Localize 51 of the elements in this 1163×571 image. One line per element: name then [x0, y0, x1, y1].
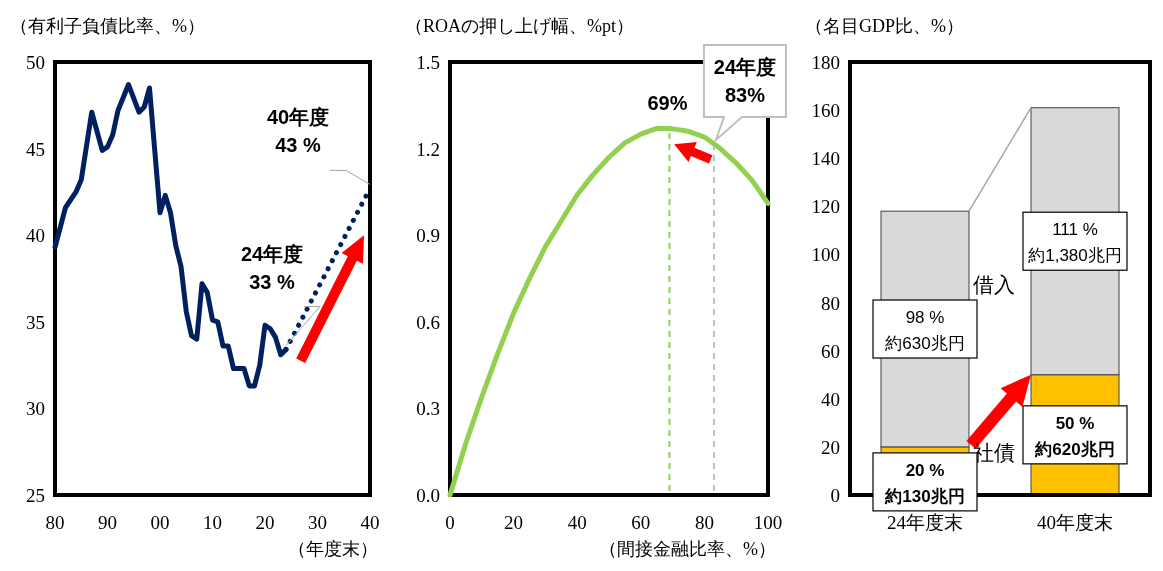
y-tick-label: 0	[830, 485, 840, 506]
y-tick-label: 30	[26, 398, 45, 420]
y-tick-label: 40	[821, 388, 840, 410]
y-tick-label: 25	[26, 485, 45, 506]
x-axis-title: （間接金融比率、%）	[599, 539, 776, 559]
data-label: 98 % 約630兆円	[885, 308, 965, 354]
y-tick-label: 60	[821, 340, 840, 362]
x-tick-label: 60	[631, 512, 651, 533]
y-tick-label: 40	[26, 225, 45, 247]
ref-line-label: 24年度 83%	[713, 56, 777, 106]
y-tick-label: 180	[811, 52, 840, 73]
data-label: 50 % 約620兆円	[1034, 413, 1115, 459]
data-label: 20 % 約130兆円	[884, 460, 965, 506]
x-tick-label: 20	[255, 512, 275, 533]
y-axis-title: （名目GDP比、%）	[805, 16, 965, 36]
y-tick-label: 120	[811, 196, 840, 218]
x-tick-label: 80	[45, 512, 65, 533]
x-tick-label: 20	[504, 512, 524, 533]
y-tick-label: 140	[811, 148, 840, 170]
x-tick-label: 80	[694, 512, 714, 533]
y-tick-label: 0.9	[416, 225, 440, 247]
x-tick-label: 40年度末	[1037, 512, 1113, 533]
y-axis-title: （有利子負債比率、%）	[10, 16, 205, 36]
y-tick-label: 35	[26, 311, 45, 333]
y-axis-title: （ROAの押し上げ幅、%pt）	[405, 16, 634, 36]
x-tick-label: 40	[567, 512, 587, 533]
x-tick-label: 40	[360, 512, 380, 533]
y-tick-label: 80	[821, 292, 840, 314]
x-tick-label: 0	[445, 512, 455, 533]
x-tick-label: 90	[98, 512, 117, 533]
x-tick-label: 00	[150, 512, 170, 533]
annotation: 40年度 43 %	[266, 106, 330, 157]
y-tick-label: 50	[26, 52, 45, 73]
x-tick-label: 10	[203, 512, 222, 533]
annotation: 24年度 33 %	[240, 242, 304, 293]
y-tick-label: 1.2	[416, 138, 440, 160]
y-tick-label: 20	[821, 436, 840, 458]
y-tick-label: 0.0	[416, 485, 440, 506]
y-tick-label: 1.5	[416, 52, 440, 73]
series-label: 借入	[973, 273, 1015, 298]
x-tick-label: 30	[308, 512, 327, 533]
y-tick-label: 45	[26, 138, 45, 160]
ref-line-label: 69%	[647, 92, 688, 115]
y-tick-label: 160	[811, 100, 840, 122]
x-tick-label: 24年度末	[887, 512, 963, 533]
y-tick-label: 100	[811, 244, 840, 266]
x-axis-title: （年度末）	[288, 539, 378, 559]
x-tick-label: 100	[753, 512, 783, 533]
y-tick-label: 0.6	[416, 311, 440, 333]
y-tick-label: 0.3	[416, 398, 440, 420]
data-label: 111 % 約1,380兆円	[1028, 220, 1122, 266]
